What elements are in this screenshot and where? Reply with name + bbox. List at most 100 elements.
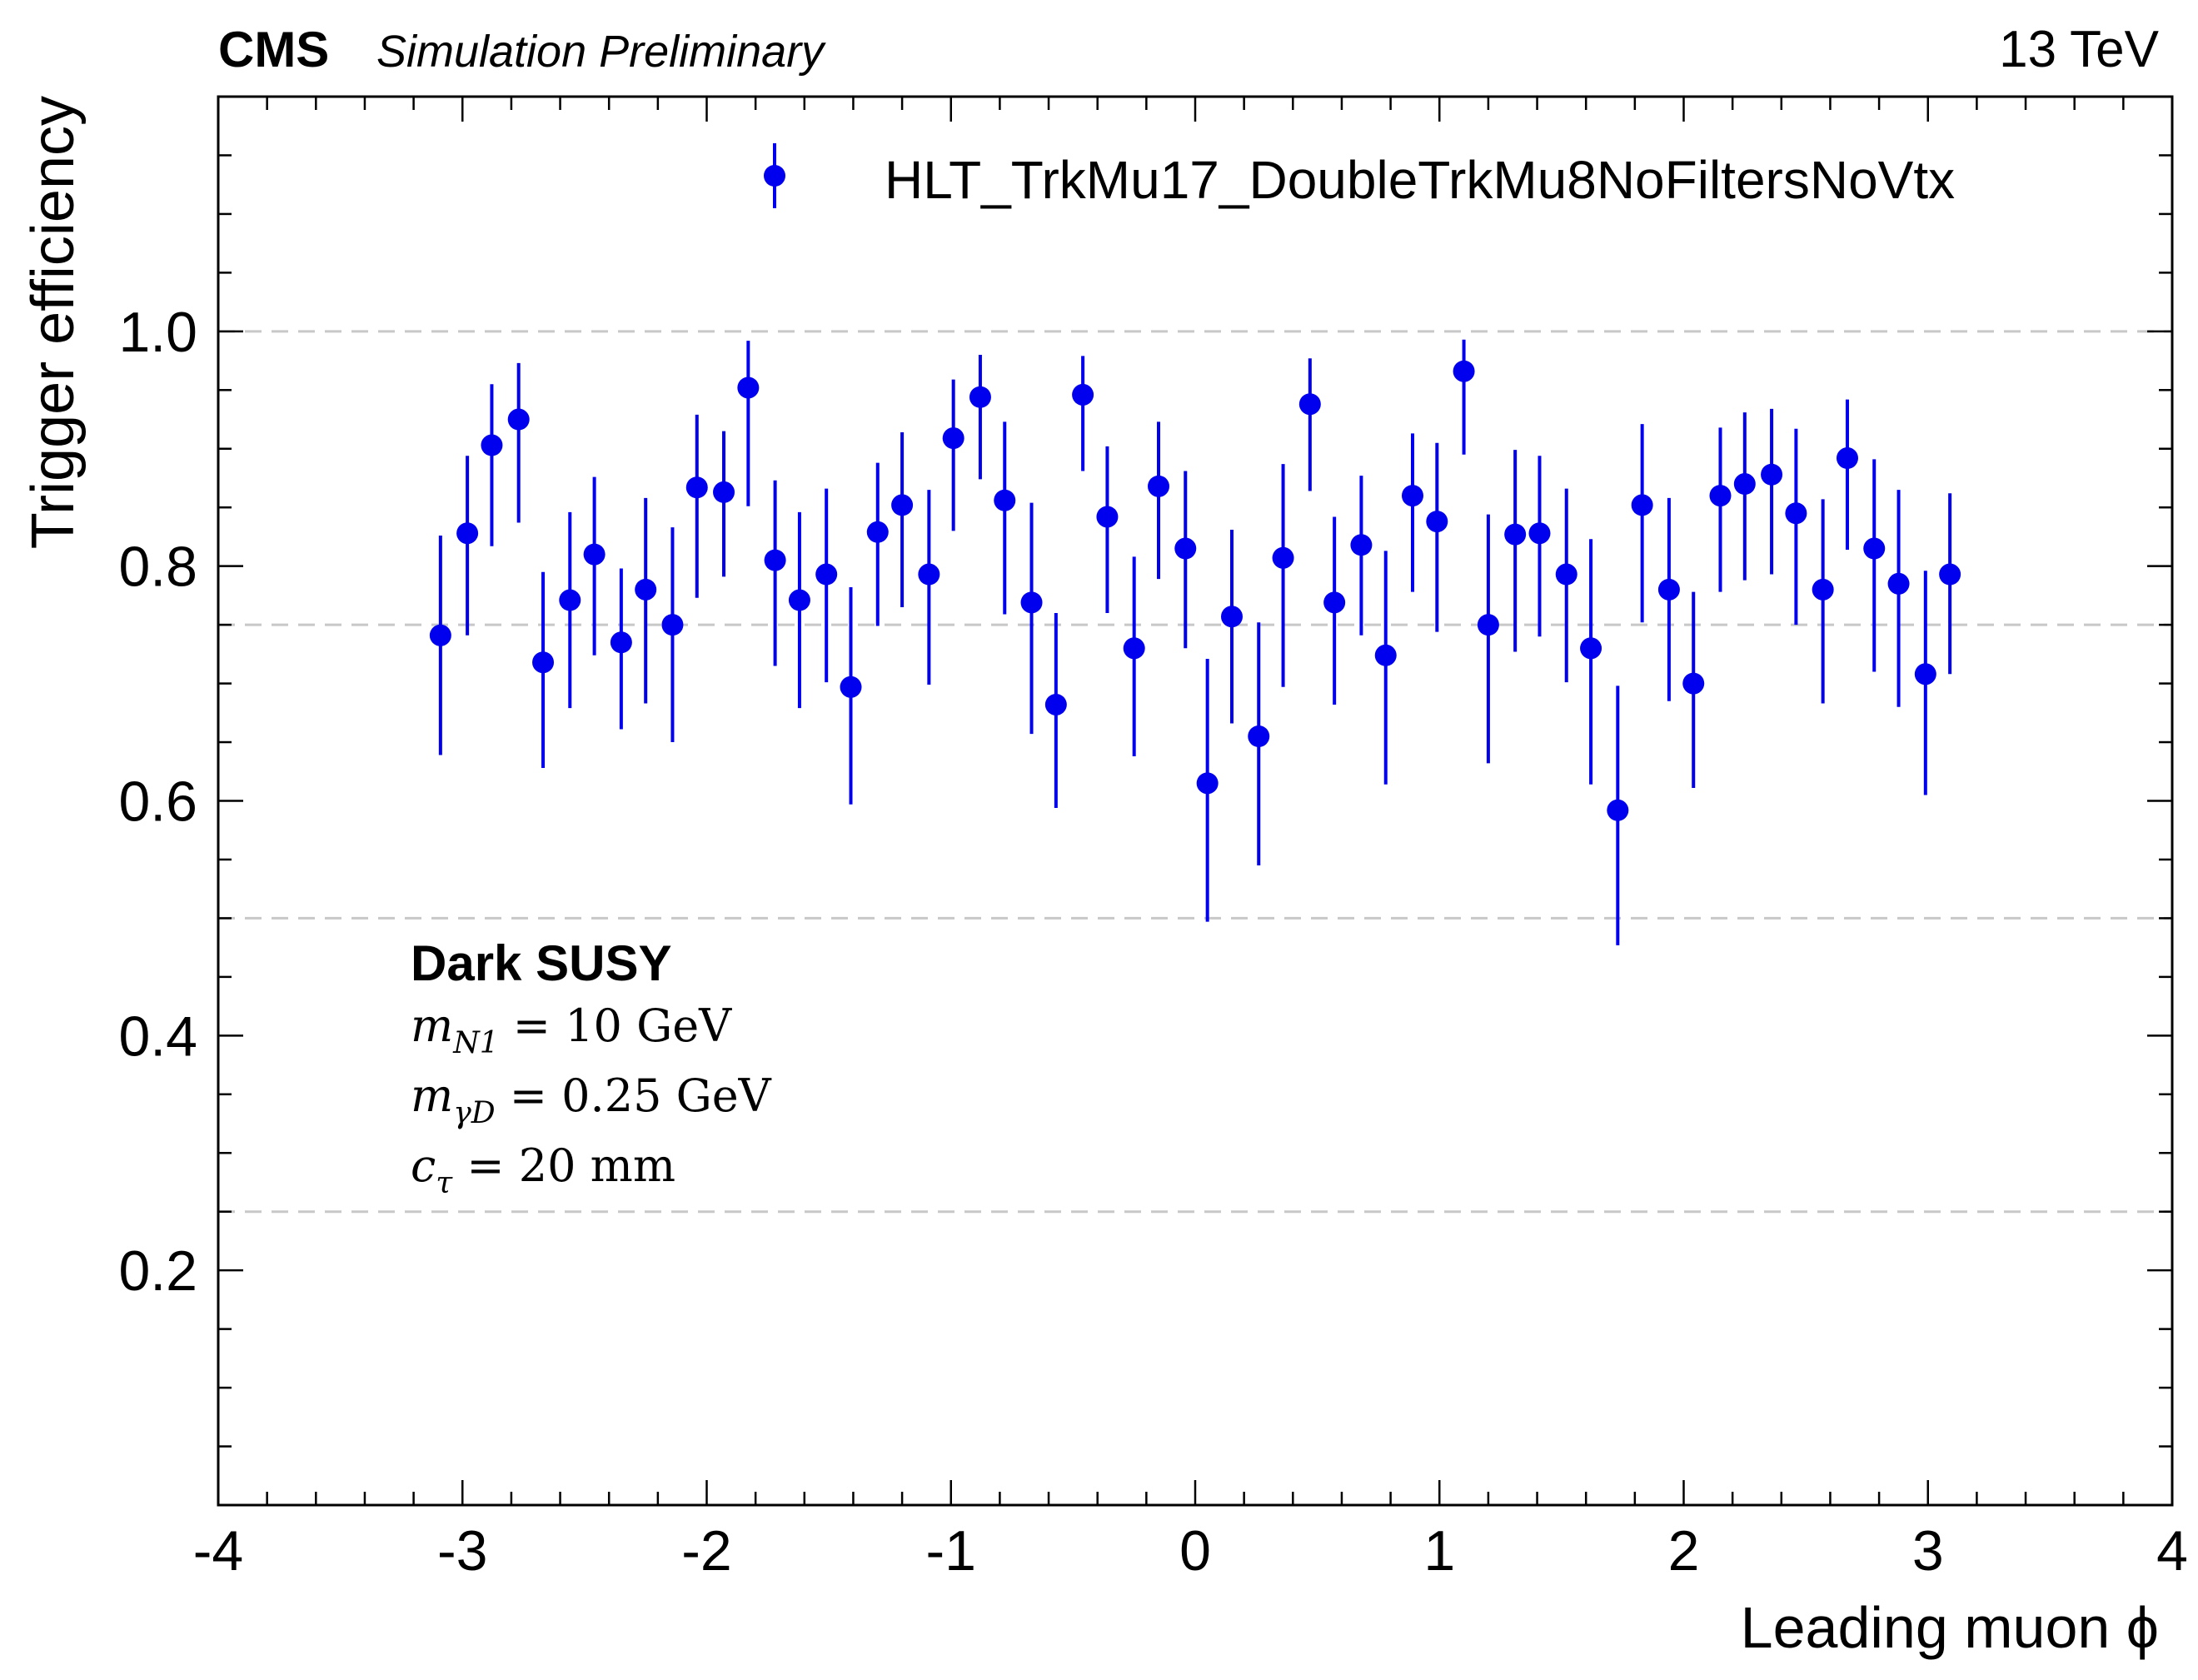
data-point	[559, 511, 581, 709]
x-tick-label: -4	[193, 1519, 243, 1583]
x-tick-label: 0	[1179, 1519, 1211, 1583]
data-point	[532, 571, 555, 769]
marker	[1785, 502, 1807, 525]
data-point	[1631, 424, 1653, 623]
marker	[1812, 578, 1834, 601]
data-point	[713, 431, 735, 577]
data-point	[1350, 476, 1373, 636]
marker	[713, 481, 735, 503]
marker	[1914, 663, 1936, 685]
marker	[1044, 693, 1067, 715]
marker	[942, 427, 964, 450]
marker	[866, 521, 889, 543]
data-point	[1220, 529, 1243, 724]
data-point	[1323, 516, 1346, 705]
data-point	[1682, 591, 1705, 788]
data-point	[1812, 499, 1834, 704]
data-point	[685, 414, 708, 598]
marker	[635, 578, 657, 601]
marker	[685, 476, 708, 499]
data-point	[1555, 488, 1577, 683]
data-point	[1785, 428, 1807, 626]
marker	[610, 631, 632, 654]
marker	[788, 589, 810, 611]
marker	[1174, 537, 1197, 560]
x-tick-label: -1	[926, 1519, 976, 1583]
data-point	[1196, 658, 1219, 922]
marker	[1836, 447, 1858, 470]
annotation-line-ctau: cτ = 20 mm	[411, 1139, 675, 1200]
data-point	[840, 587, 862, 805]
marker	[891, 494, 914, 516]
marker	[559, 589, 581, 611]
marker	[1863, 537, 1886, 560]
data-point	[1709, 427, 1732, 592]
data-point	[1401, 433, 1423, 592]
data-point	[635, 497, 657, 704]
x-axis-label: Leading muon ϕ	[1741, 1595, 2159, 1660]
data-point	[1528, 456, 1551, 637]
marker	[1580, 637, 1602, 660]
marker	[1631, 494, 1653, 516]
legend-marker	[764, 165, 785, 187]
data-point	[918, 490, 940, 685]
data-point	[1939, 493, 1961, 675]
tick-labels: -4 -3 -2 -1 0 1 2 3 4 0.2 0.4 0.6 0.8 1.0	[118, 301, 2187, 1583]
marker	[737, 376, 760, 399]
data-point	[1657, 497, 1680, 701]
marker	[1298, 393, 1321, 416]
data-point	[969, 355, 991, 480]
y-axis-label: Trigger efficiency	[20, 96, 87, 549]
data-point	[1607, 685, 1629, 945]
data-point	[1863, 459, 1886, 672]
data-point	[942, 379, 964, 531]
x-tick-label: 1	[1423, 1519, 1455, 1583]
x-tick-label: 4	[2156, 1519, 2188, 1583]
data-point	[1272, 464, 1294, 687]
marker	[1555, 563, 1577, 586]
data-point	[456, 456, 479, 636]
data-point	[1887, 490, 1910, 707]
data-point	[1374, 551, 1397, 785]
marker	[1374, 644, 1397, 666]
y-tick-label: 0.8	[118, 536, 197, 599]
experiment-label: CMS	[218, 22, 329, 77]
marker	[1272, 546, 1294, 569]
marker	[1220, 606, 1243, 628]
plot-frame	[217, 95, 2174, 1507]
data-point	[1914, 571, 1936, 795]
data-points	[429, 339, 1961, 945]
data-point	[1504, 450, 1527, 652]
data-point	[1123, 556, 1145, 756]
data-point	[788, 511, 810, 709]
annotation-line-mass-n1: mN1 = 10 GeV	[411, 1000, 732, 1060]
data-point	[1477, 514, 1499, 764]
annotation-box: Dark SUSY mN1 = 10 GeV mγD = 0.25 GeV cτ…	[411, 935, 772, 1200]
legend-entry: HLT_TrkMu17_DoubleTrkMu8NoFiltersNoVtx	[885, 150, 1955, 210]
marker	[1477, 614, 1499, 636]
x-tick-label: 3	[1912, 1519, 1944, 1583]
data-point	[764, 480, 786, 666]
marker	[1887, 572, 1910, 595]
marker	[764, 549, 786, 571]
data-point	[1580, 539, 1602, 785]
data-point	[1761, 408, 1783, 575]
marker	[1323, 591, 1346, 614]
x-tick-label: -2	[681, 1519, 731, 1583]
marker	[969, 386, 991, 408]
marker	[1939, 563, 1961, 586]
data-point	[1174, 471, 1197, 649]
marker	[1528, 522, 1551, 545]
data-point	[1298, 358, 1321, 491]
marker	[1072, 383, 1094, 406]
data-point	[610, 568, 632, 730]
data-point	[1426, 442, 1448, 632]
marker	[1657, 578, 1680, 601]
data-point	[1248, 622, 1270, 866]
marker	[1426, 511, 1448, 533]
data-point	[1148, 421, 1170, 580]
data-point	[1072, 356, 1094, 471]
marker	[1401, 485, 1423, 507]
marker	[1196, 772, 1219, 795]
